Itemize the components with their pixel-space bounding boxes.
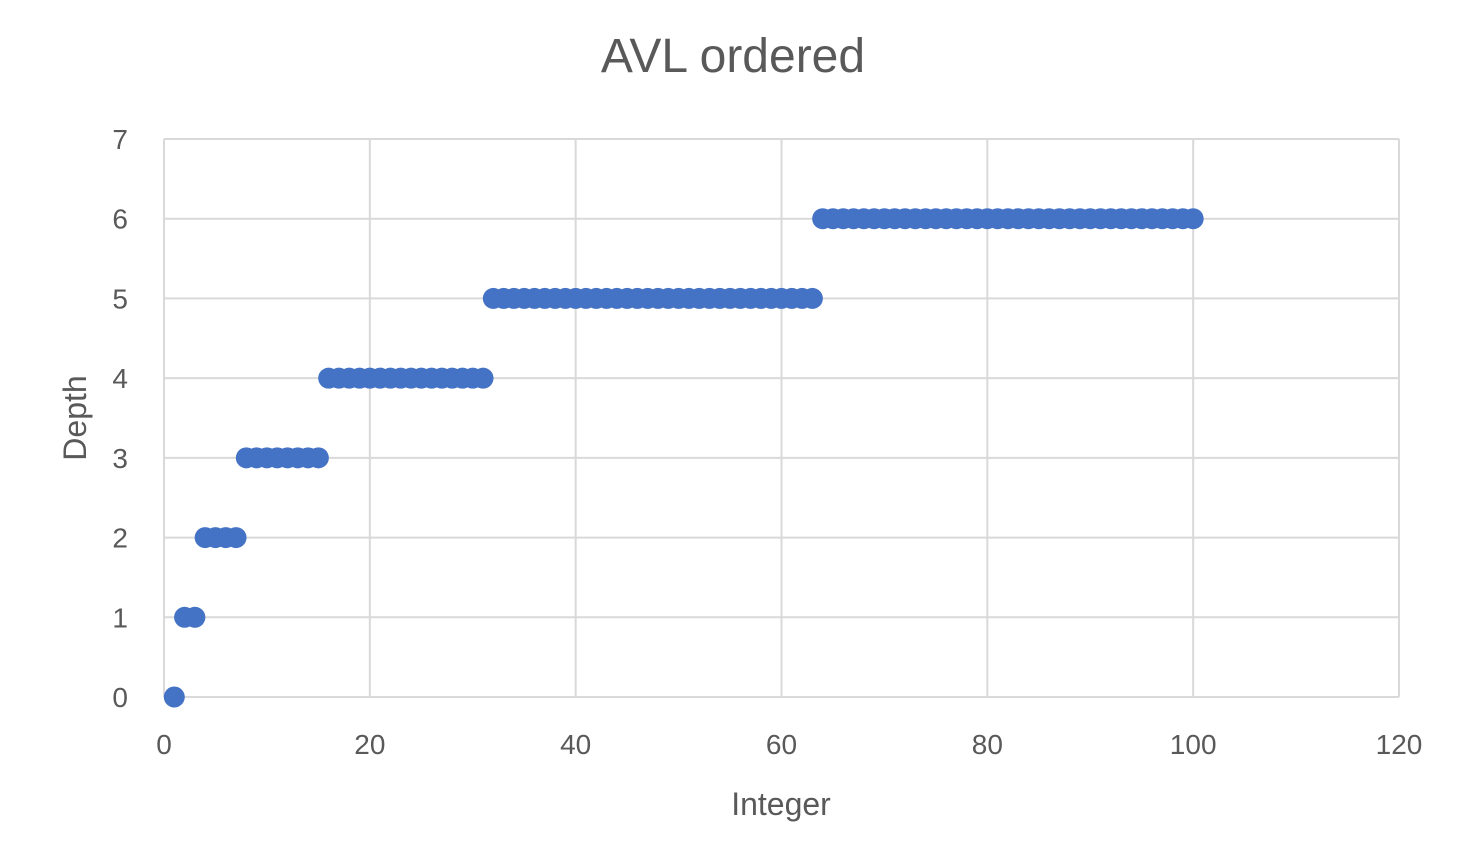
x-tick-label: 40	[560, 729, 591, 760]
chart-title: AVL ordered	[601, 30, 865, 83]
y-tick-label: 7	[112, 124, 128, 155]
y-tick-label: 1	[112, 602, 128, 633]
data-point	[1182, 208, 1204, 230]
y-tick-label: 2	[112, 523, 128, 554]
x-axis-label: Integer	[731, 786, 831, 822]
data-point	[307, 447, 329, 469]
data-point	[184, 606, 206, 628]
y-tick-label: 6	[112, 204, 128, 235]
data-point	[225, 527, 247, 549]
x-tick-label: 60	[766, 729, 797, 760]
gridlines	[163, 138, 1400, 698]
tick-labels: 0 20 40 60 80 100 120 0 1 2 3 4 5 6 7	[112, 124, 1422, 760]
data-point	[801, 287, 823, 309]
x-tick-label: 20	[354, 729, 385, 760]
x-tick-label: 100	[1170, 729, 1217, 760]
x-tick-label: 120	[1376, 729, 1423, 760]
data-points	[163, 208, 1204, 708]
y-tick-label: 3	[112, 443, 128, 474]
x-tick-label: 80	[972, 729, 1003, 760]
x-tick-label: 0	[156, 729, 172, 760]
y-tick-label: 5	[112, 283, 128, 314]
y-tick-label: 0	[112, 682, 128, 713]
y-tick-label: 4	[112, 363, 128, 394]
data-point	[472, 367, 494, 389]
y-axis-label: Depth	[57, 375, 93, 460]
data-point	[163, 686, 185, 708]
